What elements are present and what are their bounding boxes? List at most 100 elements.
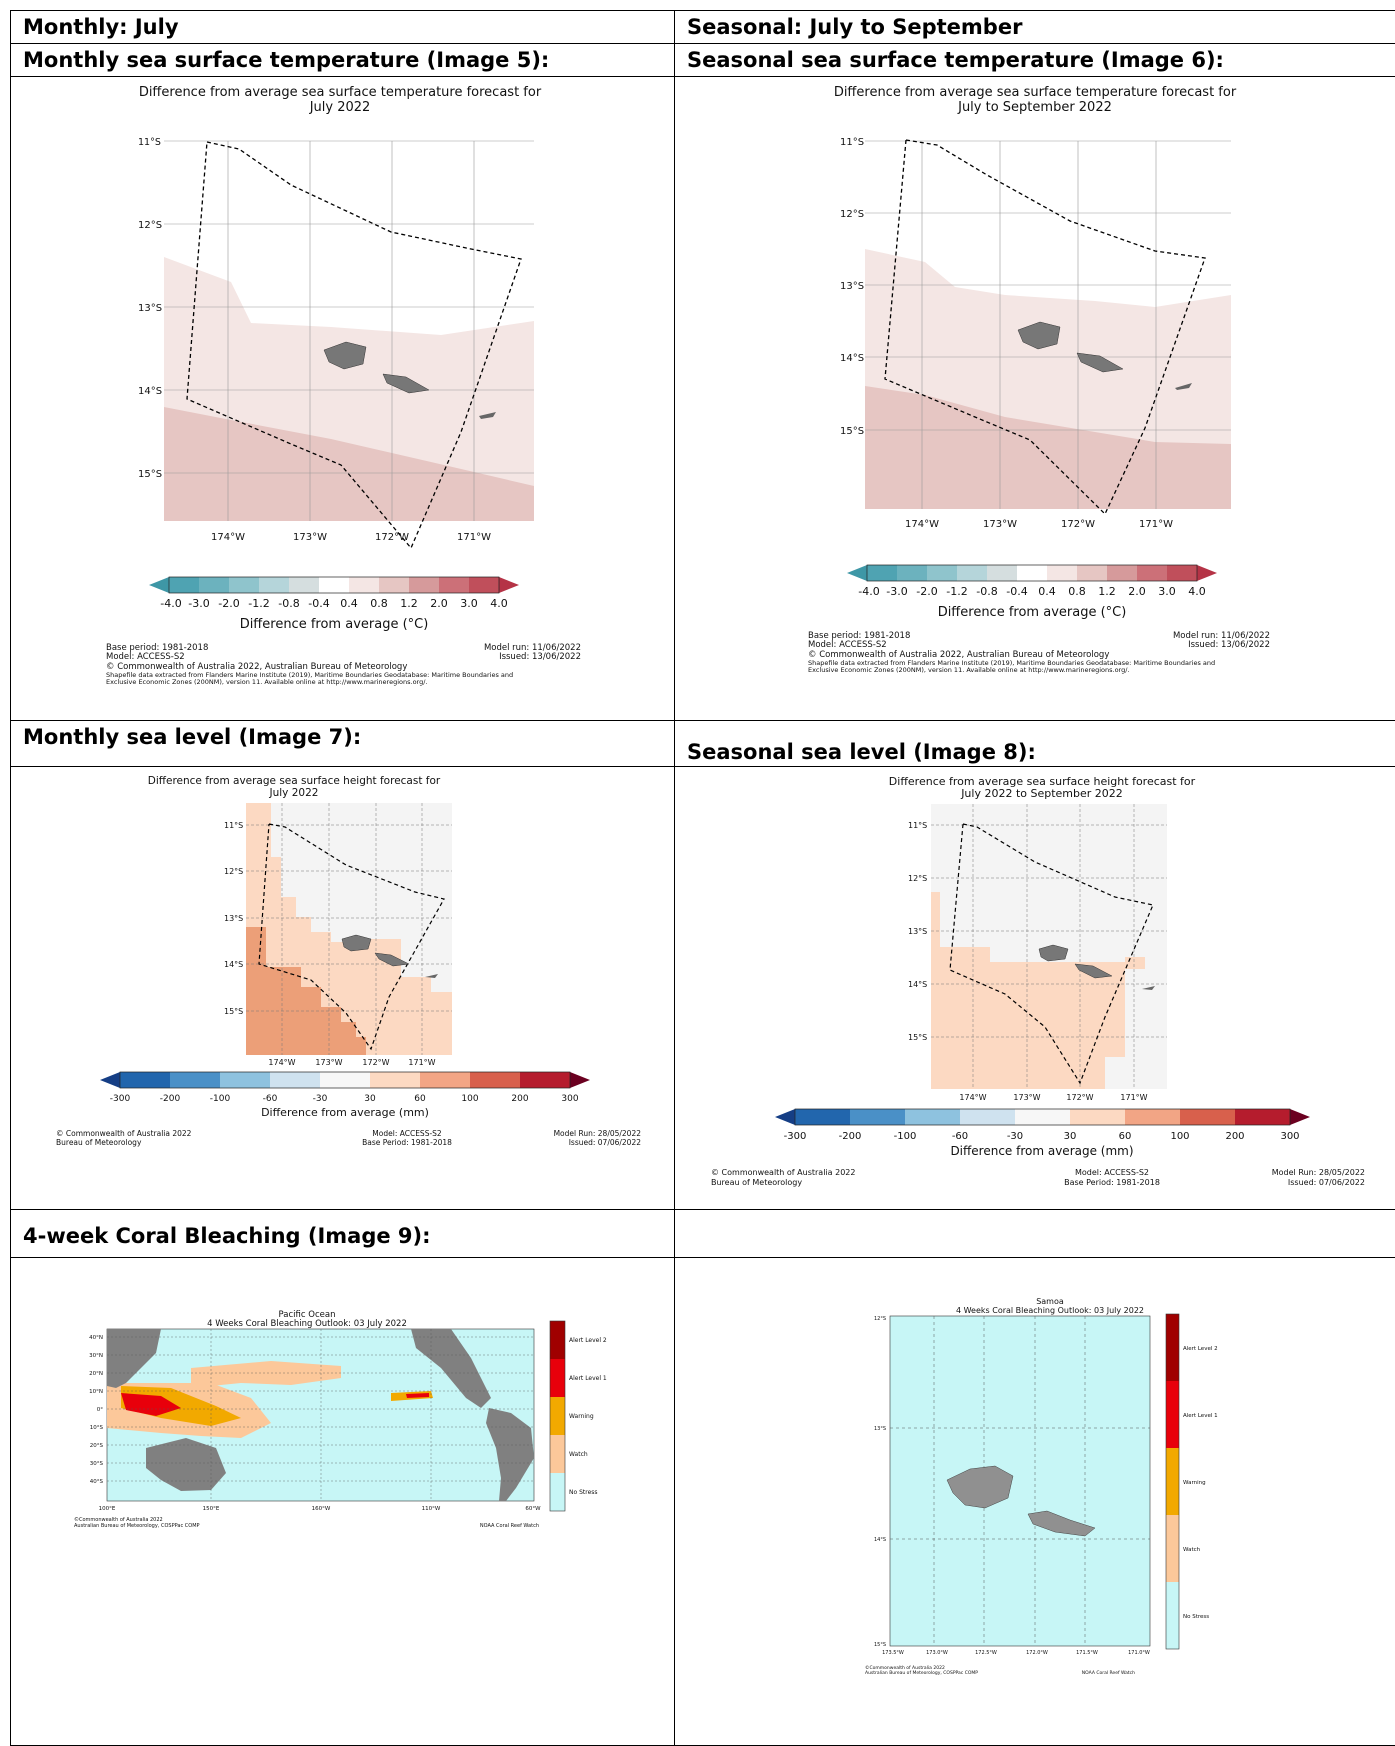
- image5-lon-label: 173°W: [293, 532, 327, 543]
- svg-text:©Commonwealth of Australia 202: ©Commonwealth of Australia 2022: [74, 1516, 163, 1523]
- svg-text:100: 100: [1170, 1131, 1189, 1142]
- svg-text:-1.2: -1.2: [248, 597, 269, 610]
- svg-text:-100: -100: [210, 1094, 231, 1104]
- svg-text:-0.8: -0.8: [278, 597, 299, 610]
- forecast-table: Monthly: July Seasonal: July to Septembe…: [10, 10, 1395, 1746]
- svg-text:-0.4: -0.4: [308, 597, 329, 610]
- svg-text:300: 300: [561, 1094, 578, 1104]
- svg-text:Bureau of Meteorology: Bureau of Meteorology: [711, 1178, 802, 1187]
- image7-colorbar-label: Difference from average (mm): [261, 1106, 429, 1119]
- svg-text:-3.0: -3.0: [188, 597, 209, 610]
- svg-text:4.0: 4.0: [1188, 585, 1206, 598]
- svg-text:3.0: 3.0: [1158, 585, 1176, 598]
- svg-text:-2.0: -2.0: [916, 585, 937, 598]
- svg-text:171.5°W: 171.5°W: [1076, 1650, 1098, 1656]
- svg-text:-60: -60: [952, 1131, 968, 1142]
- svg-text:30: 30: [364, 1094, 376, 1104]
- svg-text:Issued: 13/06/2022: Issued: 13/06/2022: [499, 652, 581, 662]
- svg-text:110°W: 110°W: [422, 1506, 441, 1512]
- image6-lat-label: 12°S: [840, 209, 864, 220]
- svg-text:10°N: 10°N: [89, 1389, 103, 1395]
- seasonal-sst-label: Seasonal sea surface temperature (Image …: [675, 44, 1395, 77]
- svg-text:30: 30: [1064, 1131, 1077, 1142]
- svg-text:-30: -30: [1007, 1131, 1023, 1142]
- image7-subtitle: July 2022: [269, 787, 319, 799]
- image7-lat-label: 15°S: [224, 1007, 243, 1016]
- image8-lat-label: 15°S: [908, 1033, 927, 1042]
- image6-lat-label: 14°S: [840, 353, 864, 364]
- image7-lon-label: 171°W: [408, 1058, 435, 1067]
- image6-title: Difference from average sea surface temp…: [834, 85, 1237, 100]
- image7-cell: Difference from average sea surface heig…: [11, 767, 675, 1210]
- image6-lat-label: 15°S: [840, 426, 864, 437]
- svg-text:173.0°W: 173.0°W: [926, 1650, 948, 1656]
- svg-text:4.0: 4.0: [490, 597, 508, 610]
- svg-text:0.8: 0.8: [370, 597, 388, 610]
- svg-text:Issued: 07/06/2022: Issued: 07/06/2022: [569, 1138, 642, 1147]
- image8-cell: Difference from average sea surface heig…: [675, 767, 1395, 1210]
- image8-lat-label: 14°S: [908, 980, 927, 989]
- svg-text:3.0: 3.0: [460, 597, 478, 610]
- image7-lat-label: 12°S: [224, 867, 243, 876]
- svg-text:15°S: 15°S: [874, 1642, 886, 1648]
- image9a-legend: [550, 1321, 565, 1511]
- monthly-sst-label: Monthly sea surface temperature (Image 5…: [11, 44, 675, 77]
- document-page: Monthly: July Seasonal: July to Septembe…: [10, 10, 1395, 1736]
- svg-text:No Stress: No Stress: [569, 1489, 598, 1496]
- image6-sst-seasonal-map: Difference from average sea surface temp…: [675, 77, 1395, 715]
- image5-sst-monthly-map: Difference from average sea surface temp…: [11, 77, 675, 715]
- svg-text:-100: -100: [894, 1131, 917, 1142]
- image5-colorbar-label: Difference from average (°C): [240, 617, 429, 632]
- svg-text:60°W: 60°W: [525, 1506, 541, 1512]
- image8-lat-label: 13°S: [908, 927, 927, 936]
- svg-text:Warning: Warning: [1183, 1480, 1206, 1486]
- image6-lon-label: 171°W: [1139, 519, 1173, 530]
- image8-sea-level-seasonal-map: Difference from average sea surface heig…: [675, 767, 1395, 1204]
- svg-text:200: 200: [511, 1094, 528, 1104]
- svg-text:0.4: 0.4: [340, 597, 358, 610]
- image8-lat-label: 11°S: [908, 821, 927, 830]
- image7-title: Difference from average sea surface heig…: [148, 775, 441, 787]
- image7-sea-level-monthly-map: Difference from average sea surface heig…: [11, 767, 675, 1204]
- image5-lon-label: 174°W: [211, 532, 245, 543]
- image7-lat-label: 11°S: [224, 821, 243, 830]
- svg-text:60: 60: [1119, 1131, 1132, 1142]
- svg-text:-3.0: -3.0: [886, 585, 907, 598]
- svg-text:172.5°W: 172.5°W: [975, 1650, 997, 1656]
- svg-text:12°S: 12°S: [874, 1316, 886, 1322]
- svg-text:Model: ACCESS-S2: Model: ACCESS-S2: [1075, 1168, 1149, 1177]
- svg-text:-0.4: -0.4: [1006, 585, 1027, 598]
- svg-text:No Stress: No Stress: [1183, 1614, 1209, 1620]
- svg-text:40°S: 40°S: [90, 1479, 104, 1485]
- image8-lon-label: 174°W: [959, 1093, 986, 1102]
- svg-text:172.0°W: 172.0°W: [1026, 1650, 1048, 1656]
- svg-text:Model Run: 28/05/2022: Model Run: 28/05/2022: [554, 1129, 642, 1138]
- svg-text:20°S: 20°S: [90, 1443, 104, 1449]
- svg-text:Bureau of Meteorology: Bureau of Meteorology: [56, 1138, 142, 1147]
- image9b-ocean: [890, 1316, 1150, 1646]
- svg-text:-0.8: -0.8: [976, 585, 997, 598]
- svg-text:Watch: Watch: [569, 1451, 588, 1458]
- image6-lon-label: 173°W: [983, 519, 1017, 530]
- image9a-coral-pacific-map: Pacific Ocean 4 Weeks Coral Bleaching Ou…: [11, 1258, 675, 1740]
- image8-lat-label: 12°S: [908, 874, 927, 883]
- svg-text:-4.0: -4.0: [160, 597, 181, 610]
- empty-cell: [675, 1210, 1395, 1258]
- image6-lon-label: 172°W: [1061, 519, 1095, 530]
- image5-lat-label: 13°S: [138, 303, 162, 314]
- seasonal-header: Seasonal: July to September: [675, 11, 1395, 44]
- svg-text:-60: -60: [263, 1094, 278, 1104]
- image6-lon-label: 174°W: [905, 519, 939, 530]
- image9a-cell: Pacific Ocean 4 Weeks Coral Bleaching Ou…: [11, 1258, 675, 1746]
- image7-colorbar: [100, 1072, 590, 1088]
- svg-text:Base Period: 1981-2018: Base Period: 1981-2018: [362, 1138, 452, 1147]
- svg-text:Model: ACCESS-S2: Model: ACCESS-S2: [808, 640, 887, 650]
- image8-colorbar-label: Difference from average (mm): [950, 1144, 1133, 1158]
- svg-text:30°S: 30°S: [90, 1461, 104, 1467]
- image8-lon-label: 173°W: [1013, 1093, 1040, 1102]
- svg-text:0.4: 0.4: [1038, 585, 1056, 598]
- svg-text:1.2: 1.2: [1098, 585, 1116, 598]
- svg-text:-300: -300: [784, 1131, 807, 1142]
- image6-cell: Difference from average sea surface temp…: [675, 77, 1395, 721]
- monthly-sl-label: Monthly sea level (Image 7):: [11, 721, 675, 767]
